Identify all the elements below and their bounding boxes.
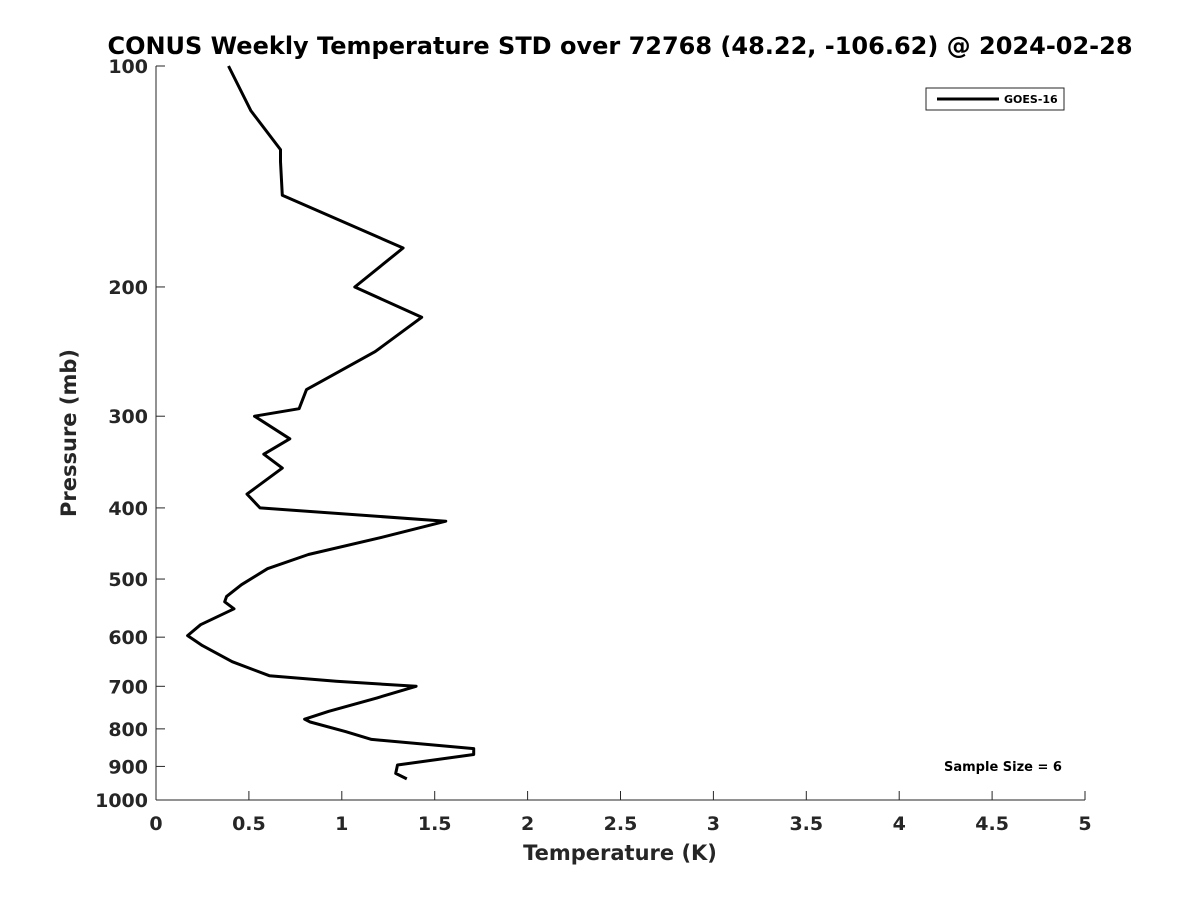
x-tick-label: 2.5: [604, 813, 638, 835]
y-tick-label: 600: [108, 627, 148, 649]
y-tick-label: 200: [108, 277, 148, 299]
y-tick-label: 700: [108, 676, 148, 698]
x-tick-label: 3.5: [789, 813, 823, 835]
series-line-goes-16: [186, 65, 476, 781]
y-tick-label: 500: [108, 569, 148, 591]
sample-size-annotation: Sample Size = 6: [944, 760, 1062, 775]
x-tick-label: 4.5: [975, 813, 1009, 835]
y-tick-label: 300: [108, 406, 148, 428]
x-tick-label: 1.5: [418, 813, 452, 835]
axes: [155, 66, 1085, 801]
y-axis-label: Pressure (mb): [57, 349, 81, 517]
x-tick-label: 4: [893, 813, 906, 835]
x-tick-label: 2: [521, 813, 534, 835]
x-tick-label: 3: [707, 813, 720, 835]
series-layer: [186, 65, 476, 781]
chart-title: CONUS Weekly Temperature STD over 72768 …: [107, 32, 1132, 60]
x-tick-label: 5: [1078, 813, 1091, 835]
x-axis-label: Temperature (K): [523, 841, 717, 865]
y-tick-label: 400: [108, 498, 148, 520]
legend: GOES-16: [925, 87, 1065, 111]
y-tick-label: 900: [108, 756, 148, 778]
y-tick-label: 800: [108, 719, 148, 741]
x-tick-label: 0: [149, 813, 162, 835]
x-tick-label: 1: [335, 813, 348, 835]
legend-label-goes-16: GOES-16: [1004, 93, 1058, 106]
x-ticks: 0 0.5 1 1.5 2 2.5 3 3.5 4 4.5 5: [149, 791, 1092, 835]
x-tick-label: 0.5: [232, 813, 266, 835]
y-tick-label: 100: [108, 56, 148, 78]
y-ticks: 100 200 300 400 500 600 700 800 900 1000: [95, 56, 165, 812]
y-tick-label: 1000: [95, 790, 148, 812]
